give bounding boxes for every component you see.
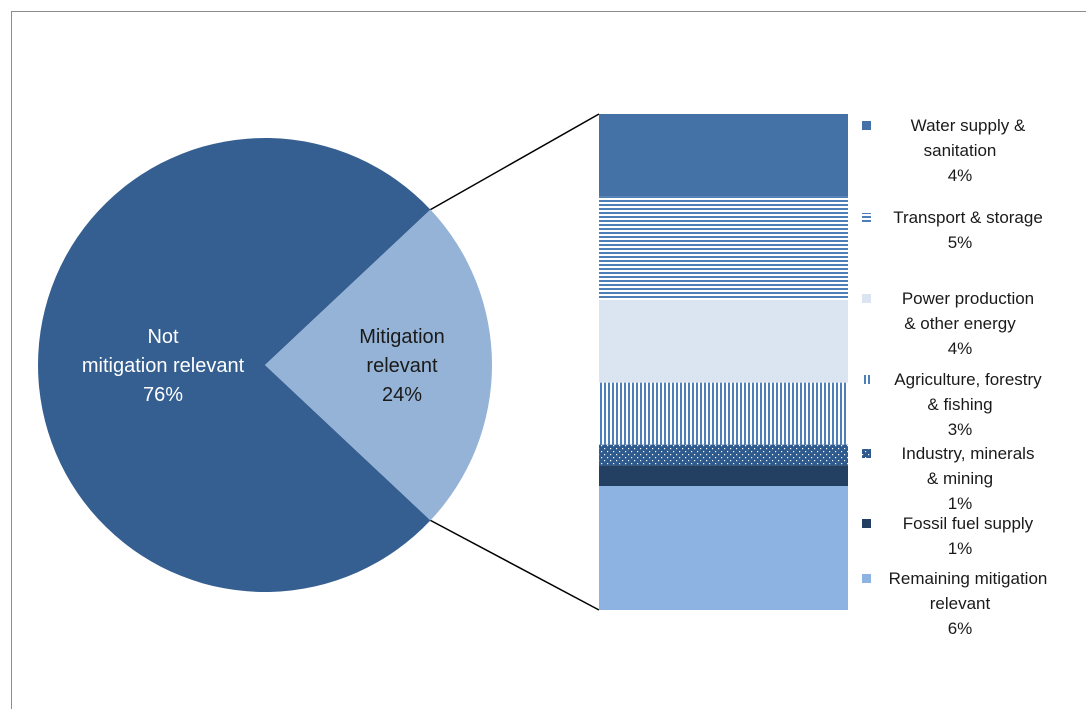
legend-swatch (862, 121, 871, 130)
legend-label: Industry, minerals & mining 1% (902, 444, 1035, 513)
legend-swatch (862, 519, 871, 528)
legend-swatch (862, 294, 871, 303)
legend-label: Remaining mitigation relevant 6% (889, 569, 1048, 638)
legend-label: Water supply & sanitation 4% (911, 116, 1026, 185)
legend-swatch (862, 213, 871, 222)
legend-label: Fossil fuel supply 1% (903, 514, 1034, 558)
connector-line-bottom (430, 519, 600, 611)
legend-item-remaining-mitigation-relevant: Remaining mitigation relevant 6% (862, 569, 1047, 638)
legend-label: Agriculture, forestry & fishing 3% (894, 370, 1042, 439)
connector-line-top (430, 113, 600, 211)
legend-swatch (862, 574, 871, 583)
bar-segment-power-production-other-energy (599, 300, 848, 383)
pie-label-not-mitigation-relevant: Not mitigation relevant 76% (82, 326, 245, 406)
legend-item-industry-minerals-mining: Industry, minerals & mining 1% (862, 444, 1034, 513)
chart-frame (11, 11, 1086, 709)
bar-segment-transport-storage (599, 196, 848, 300)
pie-label-mitigation-relevant: Mitigation relevant 24% (359, 326, 445, 406)
bar-segment-fossil-fuel-supply (599, 465, 848, 486)
bar-segment-water-supply-sanitation (599, 114, 848, 197)
pie-slice-mitigation-relevant (265, 209, 493, 521)
bar-segment-remaining-mitigation-relevant (599, 486, 848, 610)
legend-item-water-supply-sanitation: Water supply & sanitation 4% (862, 116, 1026, 185)
legend-item-transport-storage: Transport & storage 5% (862, 208, 1043, 252)
legend-item-agriculture-forestry-fishing: Agriculture, forestry & fishing 3% (862, 370, 1042, 439)
legend-label: Power production & other energy 4% (902, 289, 1034, 358)
legend-swatch (862, 449, 871, 458)
legend-label: Transport & storage 5% (893, 208, 1043, 252)
pie-slice-not-mitigation-relevant (37, 138, 431, 592)
legend-item-power-production-other-energy: Power production & other energy 4% (862, 289, 1034, 358)
legend-swatch (862, 375, 871, 384)
bar-segment-industry-minerals-mining (599, 444, 848, 466)
bar-segment-agriculture-forestry-fishing (599, 382, 848, 445)
legend-item-fossil-fuel-supply: Fossil fuel supply 1% (862, 514, 1034, 558)
